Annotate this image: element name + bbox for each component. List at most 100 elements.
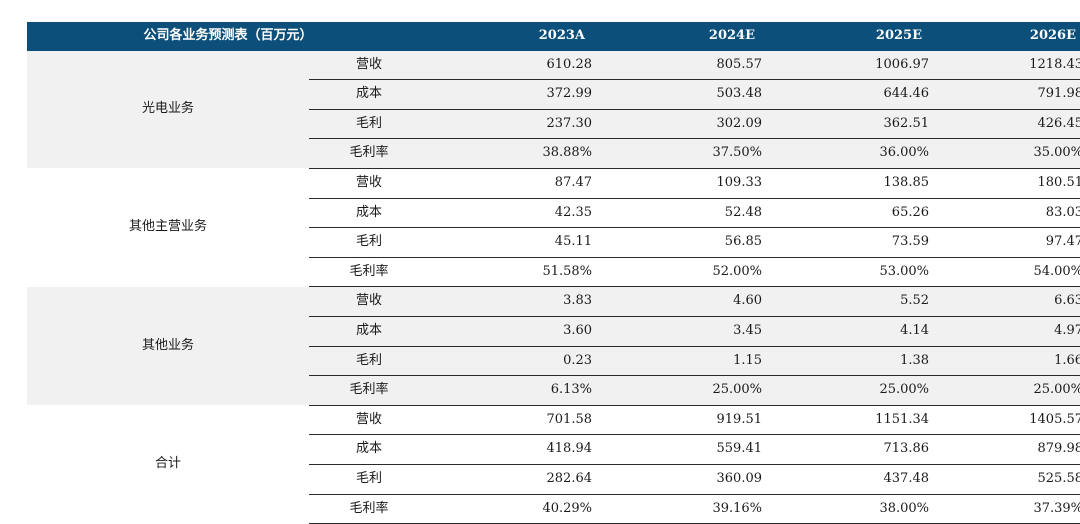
segment-group-optoelectronic: 光电业务 营收 610.28 805.57 1006.97 1218.43 成本 372.99… <box>27 50 1080 169</box>
metric-label-revenue: 营收 <box>309 286 430 317</box>
value-cell-2023a: 6.13% <box>429 375 593 406</box>
segment-label: 合计 <box>27 405 309 524</box>
value-cell-2023a: 0.23 <box>429 346 593 377</box>
value-cell-2024e: 503.48 <box>592 79 763 110</box>
value-cell-2023a: 237.30 <box>429 109 593 140</box>
value-cell-2026e: 1218.43 <box>929 50 1080 81</box>
metric-label-gross-margin: 毛利率 <box>309 138 430 169</box>
value-cell-2024e: 919.51 <box>592 405 763 436</box>
value-cell-2023a: 3.83 <box>429 286 593 317</box>
value-cell-2025e: 36.00% <box>762 138 930 169</box>
value-cell-2026e: 525.58 <box>929 464 1080 495</box>
value-cell-2024e: 56.85 <box>592 227 763 258</box>
value-cell-2024e: 302.09 <box>592 109 763 140</box>
segment-label: 光电业务 <box>27 50 309 169</box>
value-cell-2025e: 5.52 <box>762 286 930 317</box>
metric-label-gross-profit: 毛利 <box>309 346 430 377</box>
value-cell-2026e: 25.00% <box>929 375 1080 406</box>
table-row: 毛利率 6.13% 25.00% 25.00% 25.00% <box>27 375 1080 406</box>
metric-label-revenue: 营收 <box>309 168 430 199</box>
segment-label: 其他业务 <box>27 286 309 406</box>
value-cell-2024e: 4.60 <box>592 286 763 317</box>
table-row: 其他业务 营收 3.83 4.60 5.52 6.63 <box>27 286 1080 406</box>
table-row: 毛利率 40.29% 39.16% 38.00% 37.39% <box>27 494 1080 524</box>
value-cell-2023a: 51.58% <box>429 257 593 288</box>
value-cell-2025e: 38.00% <box>762 494 930 524</box>
value-cell-2023a: 87.47 <box>429 168 593 199</box>
value-cell-2024e: 37.50% <box>592 138 763 169</box>
value-cell-2025e: 25.00% <box>762 375 930 406</box>
value-cell-2026e: 1.66 <box>929 346 1080 377</box>
value-cell-2026e: 426.45 <box>929 109 1080 140</box>
year-header-2025e: 2025E <box>762 22 930 51</box>
value-cell-2025e: 138.85 <box>762 168 930 199</box>
header-row: 公司各业务预测表（百万元） 2023A 2024E 2025E 2026E <box>27 22 1080 51</box>
metric-label-gross-profit: 毛利 <box>309 109 430 140</box>
table-row: 成本 372.99 503.48 644.46 791.98 <box>27 79 1080 110</box>
metric-label-gross-margin: 毛利率 <box>309 375 430 406</box>
value-cell-2026e: 6.63 <box>929 286 1080 317</box>
table-row: 毛利 282.64 360.09 437.48 525.58 <box>27 464 1080 495</box>
metric-label-cost: 成本 <box>309 79 430 110</box>
year-header-2026e: 2026E <box>929 22 1080 51</box>
metric-label-cost: 成本 <box>309 434 430 465</box>
segment-group-other-main: 其他主营业务 营收 87.47 109.33 138.85 180.51 成本 42.35 52… <box>27 168 1080 288</box>
value-cell-2026e: 83.03 <box>929 198 1080 229</box>
value-cell-2025e: 362.51 <box>762 109 930 140</box>
table-title: 公司各业务预测表（百万元） <box>27 22 430 51</box>
value-cell-2023a: 40.29% <box>429 494 593 524</box>
segment-group-total: 合计 营收 701.58 919.51 1151.34 1405.57 成本 418.94 55… <box>27 405 1080 524</box>
table-row: 合计 营收 701.58 919.51 1151.34 1405.57 <box>27 405 1080 524</box>
value-cell-2025e: 73.59 <box>762 227 930 258</box>
value-cell-2026e: 37.39% <box>929 494 1080 524</box>
table-row: 毛利率 51.58% 52.00% 53.00% 54.00% <box>27 257 1080 288</box>
value-cell-2024e: 805.57 <box>592 50 763 81</box>
value-cell-2024e: 1.15 <box>592 346 763 377</box>
value-cell-2025e: 1.38 <box>762 346 930 377</box>
value-cell-2025e: 644.46 <box>762 79 930 110</box>
value-cell-2023a: 610.28 <box>429 50 593 81</box>
table-row: 其他主营业务 营收 87.47 109.33 138.85 180.51 <box>27 168 1080 287</box>
value-cell-2025e: 713.86 <box>762 434 930 465</box>
year-header-2024e: 2024E <box>592 22 763 51</box>
metric-label-gross-profit: 毛利 <box>309 227 430 258</box>
value-cell-2025e: 1151.34 <box>762 405 930 436</box>
value-cell-2026e: 4.97 <box>929 316 1080 347</box>
metric-label-cost: 成本 <box>309 198 430 229</box>
value-cell-2023a: 3.60 <box>429 316 593 347</box>
table-row: 成本 42.35 52.48 65.26 83.03 <box>27 198 1080 229</box>
year-header-2023a: 2023A <box>429 22 593 51</box>
value-cell-2023a: 282.64 <box>429 464 593 495</box>
value-cell-2026e: 879.98 <box>929 434 1080 465</box>
segment-group-other: 其他业务 营收 3.83 4.60 5.52 6.63 成本 3.60 3.45 4.14 4.97… <box>27 286 1080 406</box>
value-cell-2024e: 52.00% <box>592 257 763 288</box>
value-cell-2025e: 437.48 <box>762 464 930 495</box>
metric-label-cost: 成本 <box>309 316 430 347</box>
value-cell-2026e: 35.00% <box>929 138 1080 169</box>
value-cell-2023a: 45.11 <box>429 227 593 258</box>
value-cell-2026e: 1405.57 <box>929 405 1080 436</box>
table-row: 毛利 0.23 1.15 1.38 1.66 <box>27 346 1080 377</box>
metric-label-gross-margin: 毛利率 <box>309 494 430 524</box>
value-cell-2023a: 701.58 <box>429 405 593 436</box>
value-cell-2024e: 360.09 <box>592 464 763 495</box>
metric-label-revenue: 营收 <box>309 405 430 436</box>
value-cell-2026e: 97.47 <box>929 227 1080 258</box>
value-cell-2023a: 38.88% <box>429 138 593 169</box>
metric-label-gross-profit: 毛利 <box>309 464 430 495</box>
value-cell-2026e: 791.98 <box>929 79 1080 110</box>
value-cell-2024e: 559.41 <box>592 434 763 465</box>
metric-label-gross-margin: 毛利率 <box>309 257 430 288</box>
table-row: 光电业务 营收 610.28 805.57 1006.97 1218.43 <box>27 50 1080 169</box>
table-row: 毛利率 38.88% 37.50% 36.00% 35.00% <box>27 138 1080 169</box>
table-row: 毛利 45.11 56.85 73.59 97.47 <box>27 227 1080 258</box>
value-cell-2026e: 54.00% <box>929 257 1080 288</box>
value-cell-2023a: 372.99 <box>429 79 593 110</box>
table-row: 毛利 237.30 302.09 362.51 426.45 <box>27 109 1080 140</box>
business-forecast-table: 公司各业务预测表（百万元） 2023A 2024E 2025E 2026E 光电… <box>27 22 1080 524</box>
value-cell-2025e: 53.00% <box>762 257 930 288</box>
value-cell-2025e: 1006.97 <box>762 50 930 81</box>
table-row: 成本 3.60 3.45 4.14 4.97 <box>27 316 1080 347</box>
value-cell-2024e: 39.16% <box>592 494 763 524</box>
segment-label: 其他主营业务 <box>27 168 309 287</box>
